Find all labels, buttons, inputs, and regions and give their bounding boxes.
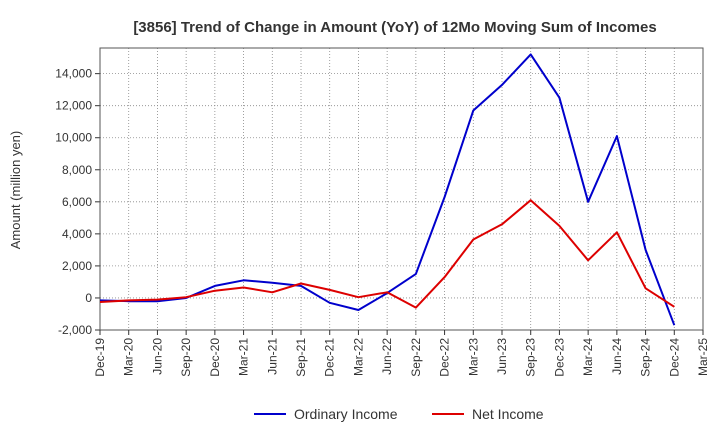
axes: -2,000 0 2,000 4,000 6,000 8,000 10,000 12,000 1… — [55, 47, 710, 377]
x-tick-label: Sep-21 — [294, 338, 308, 377]
x-tick-label: Mar-20 — [122, 338, 136, 376]
grid — [99, 48, 704, 331]
x-tick-label: Jun-21 — [265, 338, 279, 375]
y-tick-label: 6,000 — [62, 195, 92, 209]
x-tick-label: Sep-24 — [639, 338, 653, 377]
x-tick-label: Dec-19 — [93, 338, 107, 377]
net-income-legend-label: Net Income — [472, 406, 544, 422]
x-tick-label: Sep-23 — [524, 338, 538, 377]
x-tick-label: Sep-20 — [179, 338, 193, 377]
x-tick-label: Dec-22 — [438, 338, 452, 377]
y-tick-label: 12,000 — [55, 99, 92, 113]
x-tick-label: Jun-22 — [380, 338, 394, 375]
chart-title: [3856] Trend of Change in Amount (YoY) o… — [133, 19, 656, 36]
x-tick-label: Dec-23 — [552, 338, 566, 377]
y-tick-label: 0 — [85, 291, 92, 305]
x-tick-label: Mar-25 — [696, 338, 710, 376]
x-tick-label: Mar-21 — [237, 338, 251, 376]
x-tick-label: Mar-22 — [351, 338, 365, 376]
net-income-line — [99, 199, 675, 309]
y-tick-label: 4,000 — [62, 227, 92, 241]
x-tick-label: Sep-22 — [409, 338, 423, 377]
x-tick-label: Mar-24 — [581, 338, 595, 376]
legend: Ordinary Income Net Income — [254, 406, 544, 422]
x-tick-label: Jun-23 — [495, 338, 509, 375]
y-axis-label: Amount (million yen) — [8, 131, 23, 250]
y-tick-label: 14,000 — [55, 67, 92, 81]
y-tick-label: -2,000 — [58, 323, 92, 337]
x-tick-label: Dec-24 — [667, 338, 681, 377]
y-tick-label: 8,000 — [62, 163, 92, 177]
x-tick-label: Jun-24 — [610, 338, 624, 375]
y-tick-label: 2,000 — [62, 259, 92, 273]
x-tick-label: Dec-21 — [323, 338, 337, 377]
y-tick-label: 10,000 — [55, 131, 92, 145]
x-tick-label: Mar-23 — [466, 338, 480, 376]
plot-frame — [99, 47, 704, 331]
x-tick-label: Jun-20 — [150, 338, 164, 375]
x-tick-label: Dec-20 — [208, 338, 222, 377]
series-lines — [99, 53, 676, 326]
ordinary-income-legend-label: Ordinary Income — [294, 406, 398, 422]
